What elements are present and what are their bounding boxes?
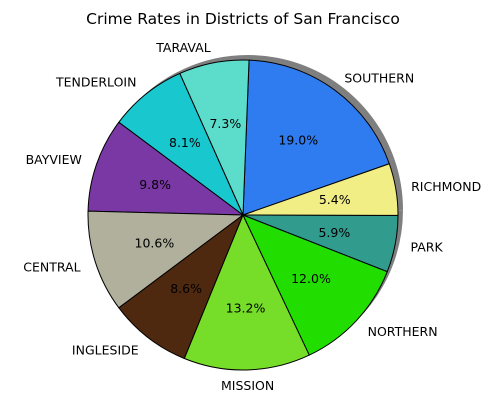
pie-slice-bayview: [87, 121, 244, 216]
slice-label-taraval: TARAVAL: [155, 40, 210, 55]
slice-percent-mission: 13.2%: [226, 300, 266, 315]
pie-slices: [87, 59, 399, 371]
slice-label-central: CENTRAL: [23, 259, 80, 274]
slice-percent-northern: 12.0%: [291, 271, 331, 286]
slice-label-park: PARK: [410, 239, 443, 254]
slice-label-ingleside: INGLESIDE: [72, 342, 139, 357]
slice-percent-bayview: 9.8%: [139, 177, 171, 192]
chart-title: Crime Rates in Districts of San Francisc…: [86, 10, 400, 28]
pie-slice-northern: [242, 214, 388, 356]
slice-label-richmond: RICHMOND: [411, 179, 481, 194]
slice-label-mission: MISSION: [221, 378, 274, 393]
pie-slice-central: [87, 210, 244, 309]
pie-labels: SOUTHERN 19.0% TARAVAL 7.3% TENDERLOIN 8.1% BA…: [23, 40, 481, 393]
pie-slice-ingleside: [118, 214, 244, 359]
slice-percent-richmond: 5.4%: [319, 192, 351, 207]
slice-percent-central: 10.6%: [135, 236, 175, 251]
slice-percent-park: 5.9%: [318, 225, 350, 240]
pie-slice-richmond: [242, 163, 399, 216]
slice-label-southern: SOUTHERN: [344, 70, 414, 85]
pie-slice-mission: [183, 214, 310, 371]
slice-percent-taraval: 7.3%: [209, 116, 241, 131]
slice-percent-southern: 19.0%: [278, 133, 318, 148]
slice-label-tenderloin: TENDERLOIN: [55, 74, 137, 89]
slice-percent-tenderloin: 8.1%: [169, 135, 201, 150]
slice-label-northern: NORTHERN: [368, 324, 438, 339]
slice-percent-ingleside: 8.6%: [170, 281, 202, 296]
slice-label-bayview: BAYVIEW: [26, 152, 82, 167]
